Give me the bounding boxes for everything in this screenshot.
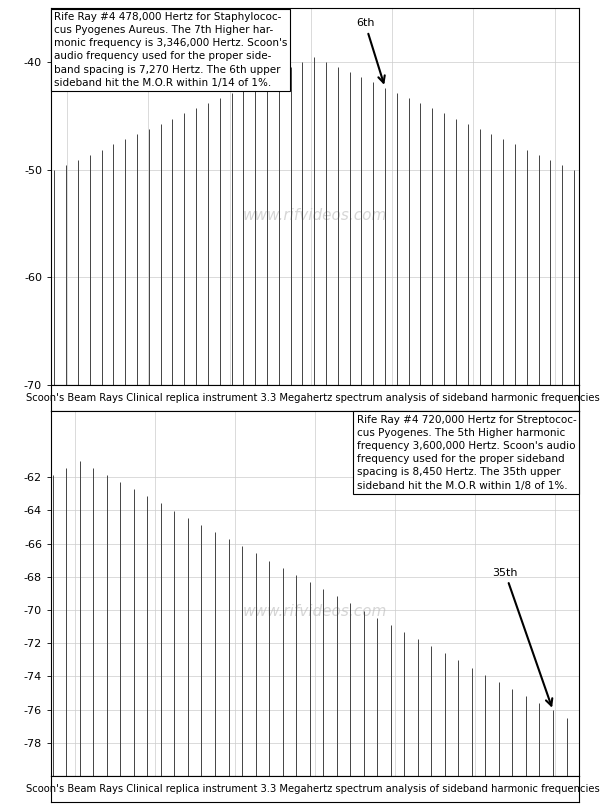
Text: www.rifvideos.com: www.rifvideos.com	[243, 604, 387, 619]
Text: Rife Ray #4 720,000 Hertz for Streptococ-
cus Pyogenes. The 5th Higher harmonic
: Rife Ray #4 720,000 Hertz for Streptococ…	[356, 415, 577, 491]
Text: Rife Ray #4 478,000 Hertz for Staphylococ-
cus Pyogenes Aureus. The 7th Higher h: Rife Ray #4 478,000 Hertz for Staphyloco…	[53, 12, 287, 87]
Text: kHz: kHz	[558, 400, 579, 410]
Text: www.rifvideos.com: www.rifvideos.com	[243, 208, 387, 223]
Text: 35th: 35th	[493, 568, 552, 706]
Text: 6th: 6th	[356, 19, 385, 83]
Text: Scoon's Beam Rays Clinical replica instrument 3.3 Megahertz spectrum analysis of: Scoon's Beam Rays Clinical replica instr…	[26, 393, 600, 403]
Text: kHz: kHz	[558, 791, 579, 800]
Text: Scoon's Beam Rays Clinical replica instrument 3.3 Megahertz spectrum analysis of: Scoon's Beam Rays Clinical replica instr…	[26, 784, 600, 794]
